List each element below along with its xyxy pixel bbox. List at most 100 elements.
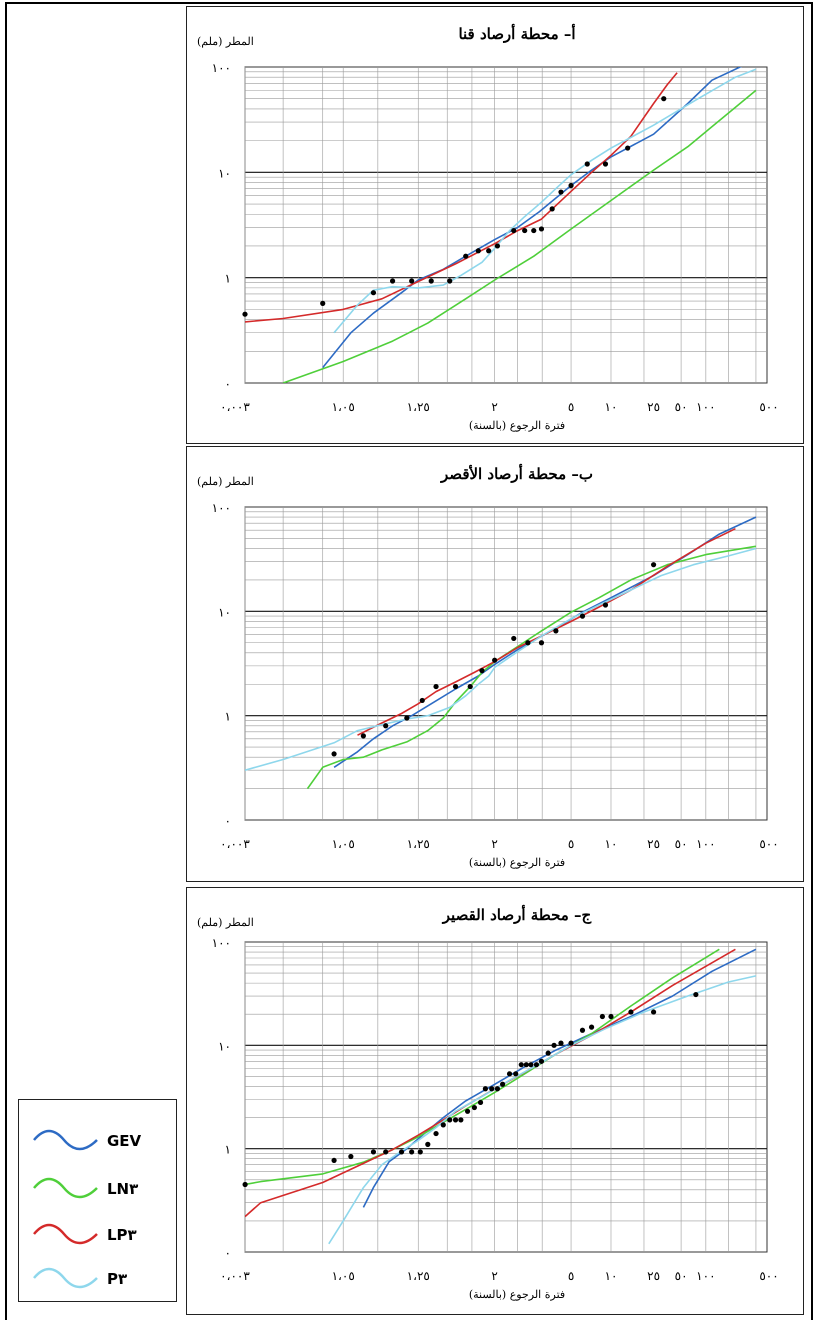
page-top-border bbox=[5, 2, 813, 4]
data-point bbox=[458, 1117, 464, 1123]
data-point bbox=[579, 1027, 586, 1033]
data-point bbox=[425, 1141, 431, 1147]
data-point bbox=[475, 248, 481, 254]
data-point bbox=[551, 1042, 557, 1048]
data-point bbox=[545, 1050, 551, 1056]
x-tick-label: ٢ bbox=[491, 837, 497, 851]
data-point bbox=[538, 1058, 545, 1064]
y-tick-label: ١٠ bbox=[218, 166, 231, 180]
x-tick-label: ٥ bbox=[568, 400, 574, 414]
data-point bbox=[599, 1013, 605, 1020]
data-point bbox=[661, 96, 667, 102]
data-point bbox=[558, 1040, 564, 1046]
legend-label-p3: P٣ bbox=[107, 1270, 127, 1288]
data-point bbox=[479, 668, 485, 674]
chart-title: ب– محطة أرصاد الأقصر bbox=[440, 463, 593, 483]
legend-label-lp3: LP٣ bbox=[107, 1226, 137, 1244]
data-point bbox=[492, 657, 498, 663]
x-tick-label: ٢٥ bbox=[647, 1269, 660, 1283]
x-axis-label: فترة الرجوع (بالسنة) bbox=[469, 1288, 565, 1301]
x-tick-label: ٥٠٠ bbox=[759, 1269, 778, 1283]
series-line-ln3 bbox=[245, 948, 720, 1186]
data-point bbox=[608, 1013, 614, 1020]
x-tick-label: ٠،٠٠٣ bbox=[220, 837, 250, 851]
data-point bbox=[242, 1181, 248, 1188]
legend-swatch-p3 bbox=[33, 1267, 98, 1289]
legend-svg: GEV LN٣ LP٣ P٣ bbox=[33, 1129, 142, 1289]
y-tick-label: ١٠٠ bbox=[212, 61, 231, 75]
data-point bbox=[389, 278, 396, 284]
data-point bbox=[471, 1104, 478, 1111]
y-tick-label: ١ bbox=[225, 710, 231, 724]
chart-title: ج– محطة أرصاد القصير bbox=[442, 904, 592, 924]
data-point bbox=[433, 1130, 439, 1137]
x-axis-label: فترة الرجوع (بالسنة) bbox=[469, 856, 565, 869]
page-left-border bbox=[5, 2, 7, 1320]
data-point bbox=[511, 227, 517, 234]
x-tick-label: ٠،٠٠٣ bbox=[220, 400, 250, 414]
series-line-gev bbox=[322, 67, 743, 369]
data-point bbox=[409, 278, 415, 284]
series-group bbox=[245, 67, 757, 383]
data-point bbox=[522, 227, 528, 234]
data-point bbox=[528, 1062, 534, 1068]
x-tick-label: ٥٠ bbox=[675, 837, 688, 851]
data-point bbox=[513, 1071, 519, 1077]
data-point bbox=[452, 1117, 459, 1123]
legend-item-lp3: LP٣ bbox=[33, 1223, 137, 1245]
data-point bbox=[494, 1086, 501, 1092]
data-point bbox=[447, 278, 453, 284]
data-point bbox=[348, 1153, 354, 1160]
x-tick-label: ١٠٠ bbox=[696, 837, 715, 851]
data-point bbox=[383, 723, 389, 729]
y-axis-label: المطر (ملم) bbox=[197, 475, 254, 488]
chart-panel-qena: أ– محطة أرصاد قنا المطر (ملم) ١٠٠ ١٠ ١ ٠ ٠،٠٠٣… bbox=[186, 6, 804, 444]
legend-item-gev: GEV bbox=[33, 1129, 142, 1151]
series-line-p3 bbox=[333, 68, 757, 334]
data-point bbox=[383, 1149, 389, 1155]
plot-area bbox=[244, 941, 768, 1253]
x-tick-label: ١٠ bbox=[605, 837, 618, 851]
data-point bbox=[409, 1149, 415, 1155]
data-point bbox=[518, 1062, 524, 1068]
y-tick-label: ٠ bbox=[225, 1246, 231, 1260]
data-point bbox=[370, 290, 377, 296]
legend-swatch-gev bbox=[33, 1129, 98, 1151]
data-point bbox=[553, 628, 559, 634]
plot-area bbox=[244, 66, 768, 384]
data-point bbox=[447, 1117, 453, 1123]
data-point bbox=[558, 189, 564, 195]
y-axis-label: المطر (ملم) bbox=[197, 35, 254, 48]
data-point bbox=[360, 733, 366, 739]
data-point bbox=[625, 145, 631, 151]
x-tick-label: ٠،٠٠٣ bbox=[220, 1269, 250, 1283]
data-point bbox=[489, 1086, 495, 1092]
data-point bbox=[482, 1086, 489, 1092]
data-point bbox=[433, 683, 439, 690]
y-axis-label: المطر (ملم) bbox=[197, 916, 254, 929]
legend-item-ln3: LN٣ bbox=[33, 1177, 138, 1199]
data-point bbox=[417, 1149, 423, 1155]
data-point bbox=[538, 640, 545, 646]
y-tick-label: ٠ bbox=[225, 377, 231, 391]
data-point bbox=[404, 715, 410, 721]
data-point bbox=[523, 1062, 529, 1068]
data-point bbox=[419, 697, 425, 704]
x-tick-label: ١،٠٥ bbox=[332, 400, 355, 414]
x-tick-label: ١٠٠ bbox=[696, 1269, 715, 1283]
x-tick-label: ٢ bbox=[491, 1269, 497, 1283]
data-point bbox=[477, 1099, 484, 1106]
data-point bbox=[320, 300, 326, 306]
x-tick-label: ١٠ bbox=[605, 400, 618, 414]
data-point bbox=[452, 683, 459, 690]
series-line-ln3 bbox=[306, 545, 757, 790]
x-tick-label: ٥ bbox=[568, 1269, 574, 1283]
data-point bbox=[428, 278, 434, 284]
data-point bbox=[549, 206, 555, 212]
x-tick-label: ٥٠ bbox=[675, 400, 688, 414]
series-group bbox=[245, 948, 757, 1245]
data-point bbox=[331, 1157, 337, 1163]
